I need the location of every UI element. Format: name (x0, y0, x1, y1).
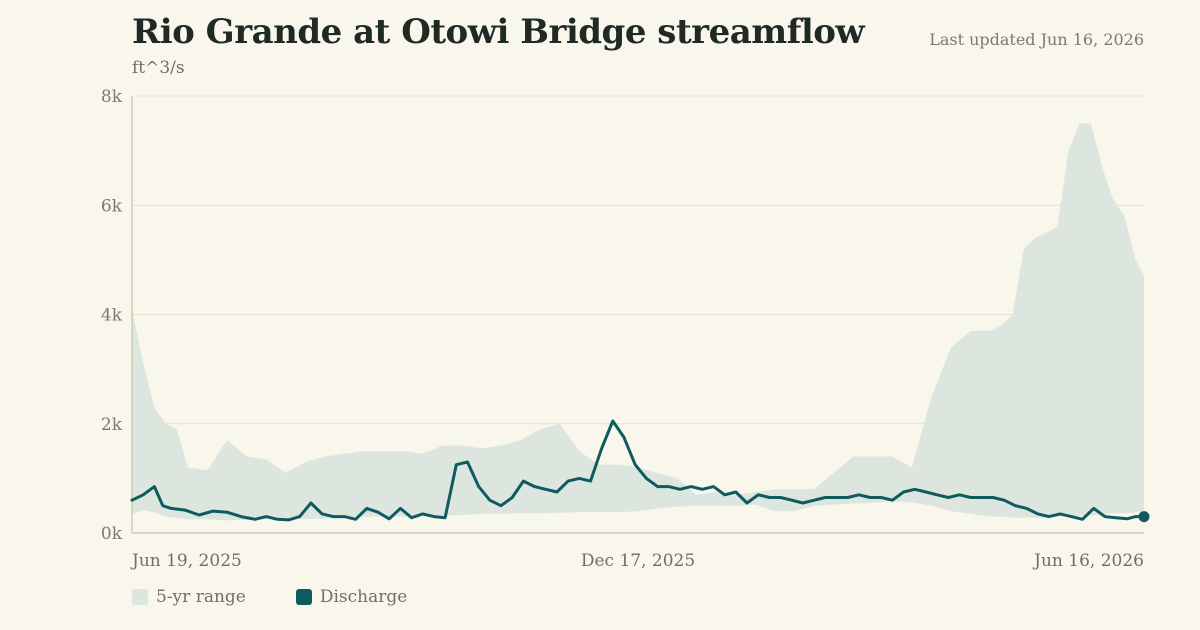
x-tick-label: Dec 17, 2025 (581, 551, 695, 571)
five-year-range-band (132, 123, 1144, 521)
legend-item-discharge: Discharge (295, 587, 408, 607)
x-tick-label: Jun 19, 2025 (130, 551, 242, 571)
y-axis-unit-label: ft^3/s (132, 58, 185, 78)
latest-discharge-point (1138, 511, 1150, 523)
chart-title: Rio Grande at Otowi Bridge streamflow (132, 12, 865, 52)
y-tick-label: 2k (101, 415, 123, 435)
legend-discharge-label: Discharge (319, 587, 408, 607)
y-tick-label: 0k (101, 524, 123, 544)
range-swatch (132, 589, 148, 605)
y-tick-label: 6k (101, 196, 123, 216)
discharge-line (130, 419, 1146, 522)
legend-item-range: 5-yr range (132, 587, 246, 607)
legend-range-label: 5-yr range (156, 587, 246, 607)
discharge-swatch (295, 589, 312, 605)
legend: 5-yr range Discharge (132, 587, 457, 607)
y-tick-label: 8k (101, 87, 123, 107)
y-tick-label: 4k (101, 306, 123, 326)
last-updated-text: Last updated Jun 16, 2026 (929, 30, 1144, 49)
x-tick-label: Jun 16, 2026 (1032, 551, 1144, 571)
